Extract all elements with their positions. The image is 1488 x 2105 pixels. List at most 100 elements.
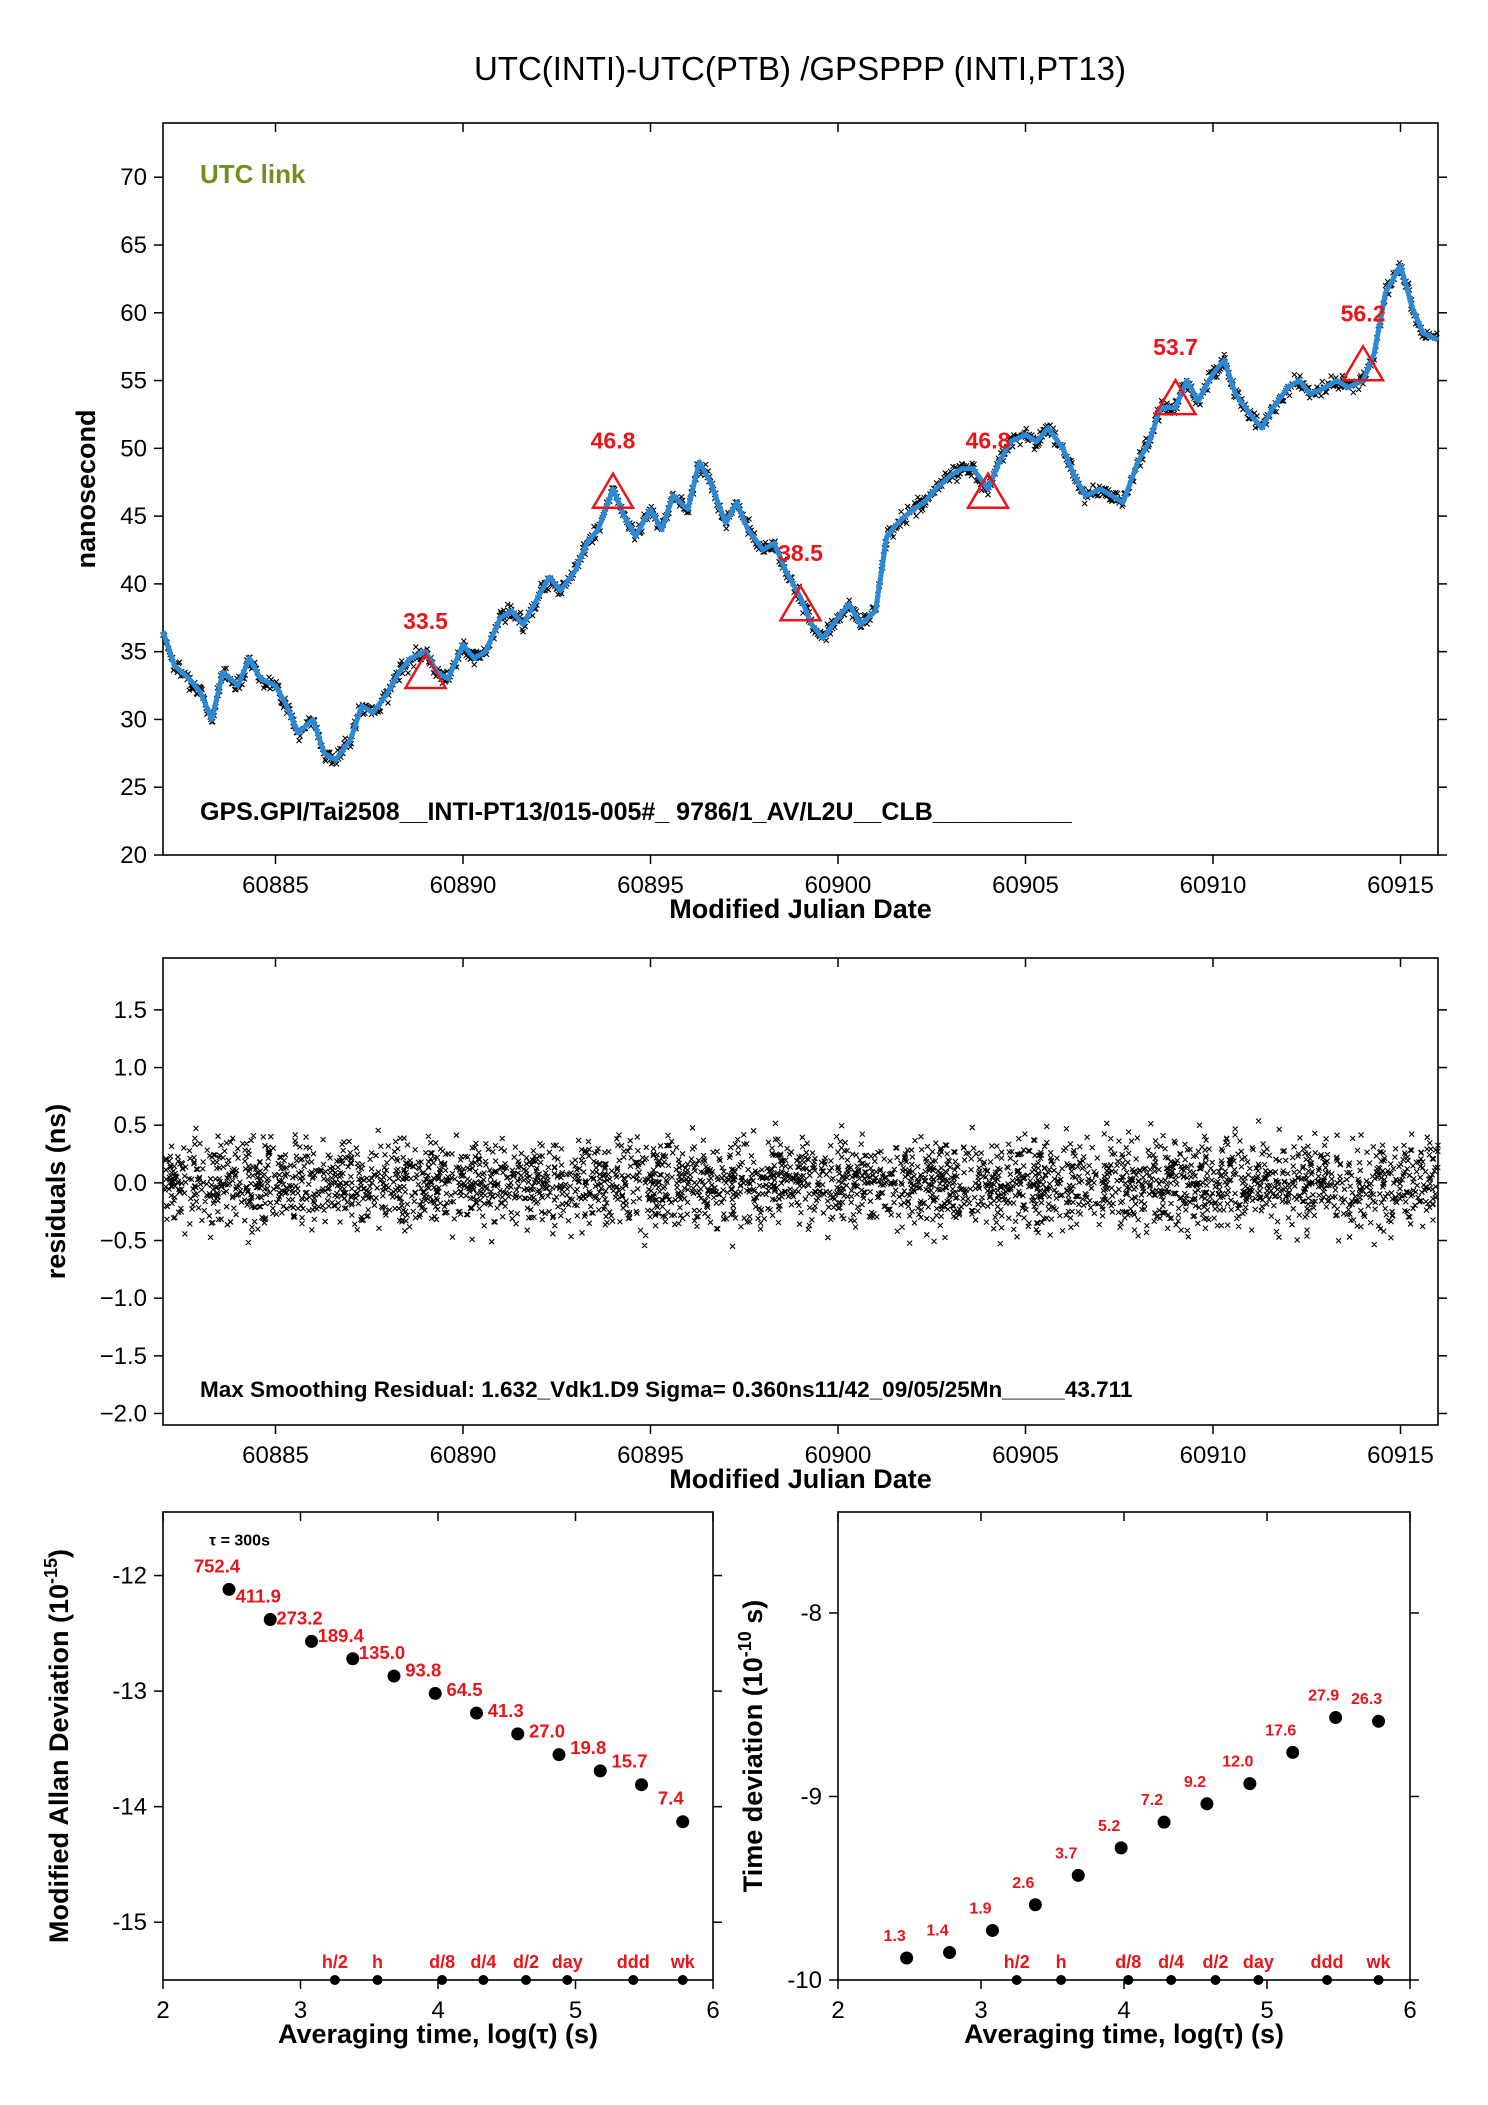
- y-tick-label: -14: [112, 1794, 147, 1821]
- y-tick-label: 70: [120, 164, 147, 191]
- deviation-value-label: 64.5: [446, 1679, 482, 1700]
- y-tick-label: −1.0: [100, 1285, 147, 1312]
- y-tick-label: 1.0: [114, 1055, 147, 1082]
- y-tick-label: 1.5: [114, 997, 147, 1024]
- y-tick-label: 60: [120, 300, 147, 327]
- calibration-triangle-marker: [1153, 377, 1198, 416]
- plot-frame: [162, 1511, 714, 1981]
- interval-marker-label: day: [1243, 1952, 1274, 1972]
- x-tick-label: 4: [1117, 1997, 1130, 2024]
- figure-title: UTC(INTI)-UTC(PTB) /GPSPPP (INTI,PT13): [474, 50, 1126, 87]
- x-tick-label: 60890: [430, 1442, 497, 1469]
- y-tick-label: -8: [801, 1600, 822, 1627]
- plot-frame: [162, 957, 1439, 1426]
- deviation-point: [900, 1951, 914, 1965]
- deviation-point: [1329, 1711, 1343, 1725]
- interval-marker-dot: [521, 1975, 531, 1985]
- interval-marker-label: d/2: [1203, 1952, 1229, 1972]
- deviation-point: [222, 1582, 236, 1596]
- calibration-value-label: 46.8: [591, 428, 636, 454]
- x-axis-label: Modified Julian Date: [669, 1464, 932, 1494]
- x-tick-label: 5: [569, 1997, 582, 2024]
- deviation-value-label: 189.4: [318, 1625, 365, 1646]
- interval-marker-dot: [1210, 1975, 1221, 1985]
- deviation-value-label: 1.3: [884, 1928, 906, 1945]
- interval-marker-dot: [372, 1975, 383, 1985]
- x-axis-label: Averaging time, log(τ) (s): [278, 2019, 598, 2049]
- deviation-point: [511, 1727, 525, 1741]
- calibration-value-label: 33.5: [403, 608, 448, 634]
- deviation-point: [1200, 1797, 1214, 1811]
- deviation-point: [943, 1945, 957, 1959]
- y-axis-label: Modified Allan Deviation (10-15): [41, 1549, 74, 1943]
- deviation-value-label: 9.2: [1184, 1774, 1206, 1791]
- deviation-value-label: 3.7: [1055, 1845, 1077, 1862]
- y-axis-label: nanosecond: [71, 409, 101, 568]
- x-tick-label: 4: [431, 1997, 444, 2024]
- deviation-point: [635, 1778, 648, 1792]
- deviation-point: [1286, 1745, 1300, 1759]
- deviation-value-label: 15.7: [611, 1751, 647, 1772]
- interval-marker-label: d/4: [470, 1952, 496, 1972]
- interval-marker-label: h: [1056, 1952, 1067, 1972]
- deviation-value-label: 5.2: [1098, 1818, 1120, 1835]
- deviation-point: [346, 1652, 360, 1666]
- interval-marker-dot: [562, 1975, 573, 1985]
- interval-marker-label: wk: [670, 1952, 696, 1972]
- x-tick-label: 60885: [242, 1442, 309, 1469]
- deviation-point: [1114, 1841, 1128, 1855]
- deviation-value-label: 41.3: [488, 1700, 524, 1721]
- tdev-panel: 2 3 4 5 6 -10 -9 -8 1.3 1.4 1.9 2.6 3.7 5.2 7.2 9.2 12.0…: [735, 1511, 1419, 2049]
- deviation-value-label: 1.9: [969, 1900, 991, 1917]
- deviation-point: [428, 1686, 442, 1700]
- raw-data-points: [160, 259, 1440, 767]
- smoothed-link-line: [160, 262, 1440, 763]
- deviation-point: [1372, 1714, 1386, 1728]
- y-tick-label: 50: [120, 435, 147, 462]
- y-tick-label: 20: [120, 842, 147, 869]
- link-panel: 60885 60890 60895 60900 60905 60910 60915 20 25 3…: [71, 122, 1447, 924]
- residual-points: [162, 1118, 1441, 1250]
- calibration-triangle-marker: [403, 651, 448, 690]
- x-tick-label: 60900: [805, 1442, 872, 1469]
- x-tick-label: 3: [974, 1997, 987, 2024]
- y-tick-label: −1.5: [100, 1343, 147, 1370]
- residuals-panel: 60885 60890 60895 60900 60905 60910 60915 −2.0 −…: [41, 957, 1447, 1494]
- interval-marker-label: ddd: [617, 1952, 650, 1972]
- x-tick-label: 6: [706, 1997, 719, 2024]
- y-axis-label-main: Time deviation (10: [738, 1657, 768, 1892]
- calibration-value-label: 46.8: [966, 428, 1011, 454]
- interval-marker-dot: [1123, 1975, 1134, 1985]
- deviation-point: [593, 1764, 607, 1778]
- calibration-value-label: 56.2: [1341, 300, 1386, 326]
- x-tick-label: 60915: [1367, 1442, 1434, 1469]
- deviation-point: [1028, 1898, 1042, 1912]
- y-tick-label: -13: [112, 1678, 147, 1705]
- deviation-value-label: 12.0: [1222, 1754, 1253, 1771]
- deviation-point: [1157, 1815, 1171, 1829]
- x-tick-label: 6: [1403, 1997, 1416, 2024]
- interval-marker-label: d/8: [429, 1952, 455, 1972]
- interval-marker-label: d/4: [1158, 1952, 1184, 1972]
- deviation-point: [1071, 1868, 1085, 1882]
- plot-frame: [837, 1511, 1411, 1981]
- x-tick-label: 2: [156, 1997, 169, 2024]
- deviation-point: [305, 1634, 318, 1648]
- utc-link-label: UTC link: [200, 159, 306, 189]
- y-tick-label: −0.5: [100, 1228, 147, 1255]
- x-tick-label: 60895: [617, 872, 684, 899]
- interval-marker-label: d/8: [1115, 1952, 1141, 1972]
- interval-marker-label: wk: [1366, 1952, 1392, 1972]
- calibration-triangle-marker: [778, 583, 823, 622]
- interval-marker-label: ddd: [1311, 1952, 1344, 1972]
- interval-marker-dot: [1253, 1975, 1264, 1985]
- x-tick-label: 60890: [430, 872, 497, 899]
- interval-marker-label: h/2: [322, 1952, 348, 1972]
- interval-marker-dot: [329, 1975, 340, 1985]
- y-axis-label-main: Modified Allan Deviation (10: [44, 1584, 74, 1943]
- deviation-value-label: 17.6: [1265, 1722, 1296, 1739]
- deviation-value-label: 273.2: [276, 1607, 322, 1628]
- interval-marker-label: d/2: [513, 1952, 539, 1972]
- y-axis-label: Time deviation (10-10 s): [735, 1600, 768, 1893]
